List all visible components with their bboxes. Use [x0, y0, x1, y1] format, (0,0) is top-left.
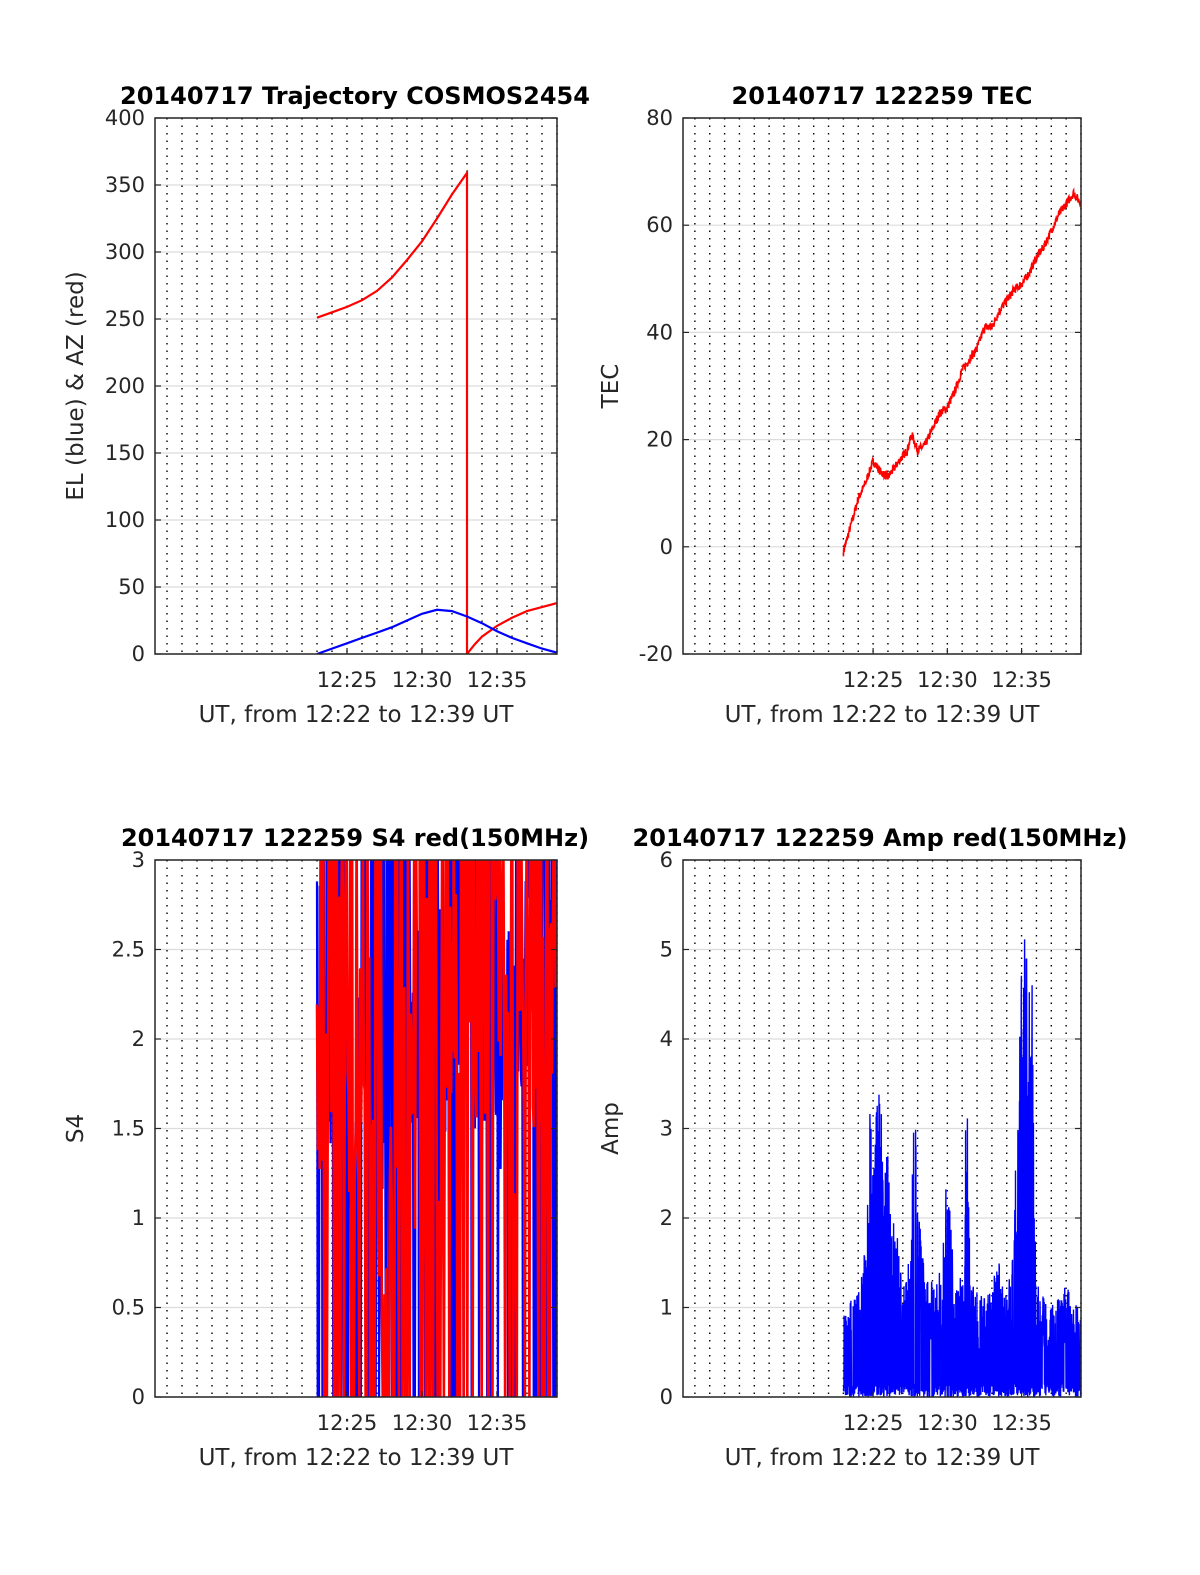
x-tick-label: 12:25	[317, 1411, 378, 1435]
series-tec-line	[842, 187, 1081, 557]
x-tick-label: 12:25	[843, 1411, 904, 1435]
chart-title: 20140717 Trajectory COSMOS2454	[120, 82, 590, 110]
y-tick-label: 150	[105, 441, 145, 465]
plot-lines	[842, 187, 1081, 557]
chart-title: 20140717 122259 TEC	[732, 82, 1033, 110]
x-tick-label: 12:30	[392, 668, 453, 692]
y-tick-label: 200	[105, 374, 145, 398]
y-tick-label: 1.5	[112, 1117, 145, 1141]
y-tick-label: 1	[132, 1206, 145, 1230]
y-tick-label: 20	[646, 428, 673, 452]
y-tick-label: 3	[660, 1117, 673, 1141]
x-tick-label: 12:35	[991, 668, 1052, 692]
y-axis-label: Amp	[598, 1102, 624, 1155]
y-tick-label: 250	[105, 307, 145, 331]
plot-lines	[842, 939, 1081, 1397]
y-tick-label: 2.5	[112, 938, 145, 962]
y-axis-label: TEC	[598, 364, 624, 410]
plot-area	[683, 118, 1081, 654]
y-tick-label: 400	[105, 106, 145, 130]
axes-box	[682, 117, 1082, 655]
y-tick-label: 6	[660, 848, 673, 872]
x-tick-label: 12:30	[917, 668, 978, 692]
x-axis-label: UT, from 12:22 to 12:39 UT	[725, 1445, 1041, 1471]
plot-lines	[315, 860, 557, 1397]
y-tick-label: 4	[660, 1027, 673, 1051]
plot-lines	[316, 169, 557, 654]
x-tick-label: 12:25	[317, 668, 378, 692]
y-tick-label: -20	[639, 642, 673, 666]
y-tick-label: 40	[646, 320, 673, 344]
y-tick-label: 1	[660, 1296, 673, 1320]
series-elevation-line	[316, 608, 557, 654]
y-tick-label: 5	[660, 938, 673, 962]
x-axis-label: UT, from 12:22 to 12:39 UT	[725, 702, 1041, 728]
y-tick-label: 80	[646, 106, 673, 130]
panel-s4: 0 0.5 1 1.5 2 2.5 3 12:25 12:30 12:35 20140717 122…	[63, 824, 589, 1471]
y-tick-label: 60	[646, 213, 673, 237]
x-tick-label: 12:30	[392, 1411, 453, 1435]
x-axis-label: UT, from 12:22 to 12:39 UT	[199, 1445, 515, 1471]
x-tick-label: 12:35	[467, 1411, 528, 1435]
y-axis-label: S4	[63, 1114, 89, 1143]
y-tick-label: 350	[105, 173, 145, 197]
y-tick-label: 3	[132, 848, 145, 872]
panel-tec: -20 0 20 40 60 80 12:25 12:30 12:35 20140717 1222…	[598, 82, 1082, 728]
series-amp-line	[842, 939, 1081, 1397]
series-s4-red-line	[315, 860, 557, 1397]
y-tick-label: 300	[105, 240, 145, 264]
y-tick-label: 0	[132, 642, 145, 666]
x-tick-label: 12:35	[991, 1411, 1052, 1435]
chart-title: 20140717 122259 S4 red(150MHz)	[121, 824, 589, 852]
x-axis-label: UT, from 12:22 to 12:39 UT	[199, 702, 515, 728]
y-tick-label: 50	[118, 575, 145, 599]
x-tick-label: 12:35	[467, 668, 528, 692]
x-tick-label: 12:30	[917, 1411, 978, 1435]
y-axis-label: EL (blue) & AZ (red)	[63, 271, 89, 500]
y-tick-label: 0	[660, 1385, 673, 1409]
panel-trajectory: 0 50 100 150 200 250 300 350 400 12:25 12:30 12:35 2…	[63, 82, 590, 728]
y-tick-label: 2	[660, 1206, 673, 1230]
y-tick-label: 0	[132, 1385, 145, 1409]
x-tick-label: 12:25	[843, 668, 904, 692]
y-tick-label: 0.5	[112, 1296, 145, 1320]
series-azimuth-line	[316, 169, 557, 654]
y-tick-label: 100	[105, 508, 145, 532]
y-tick-label: 2	[132, 1027, 145, 1051]
y-tick-label: 0	[660, 535, 673, 559]
panel-amp: 0 1 2 3 4 5 6 12:25 12:30 12:35 20140717 122259 Am…	[598, 824, 1127, 1471]
chart-title: 20140717 122259 Amp red(150MHz)	[633, 824, 1128, 852]
